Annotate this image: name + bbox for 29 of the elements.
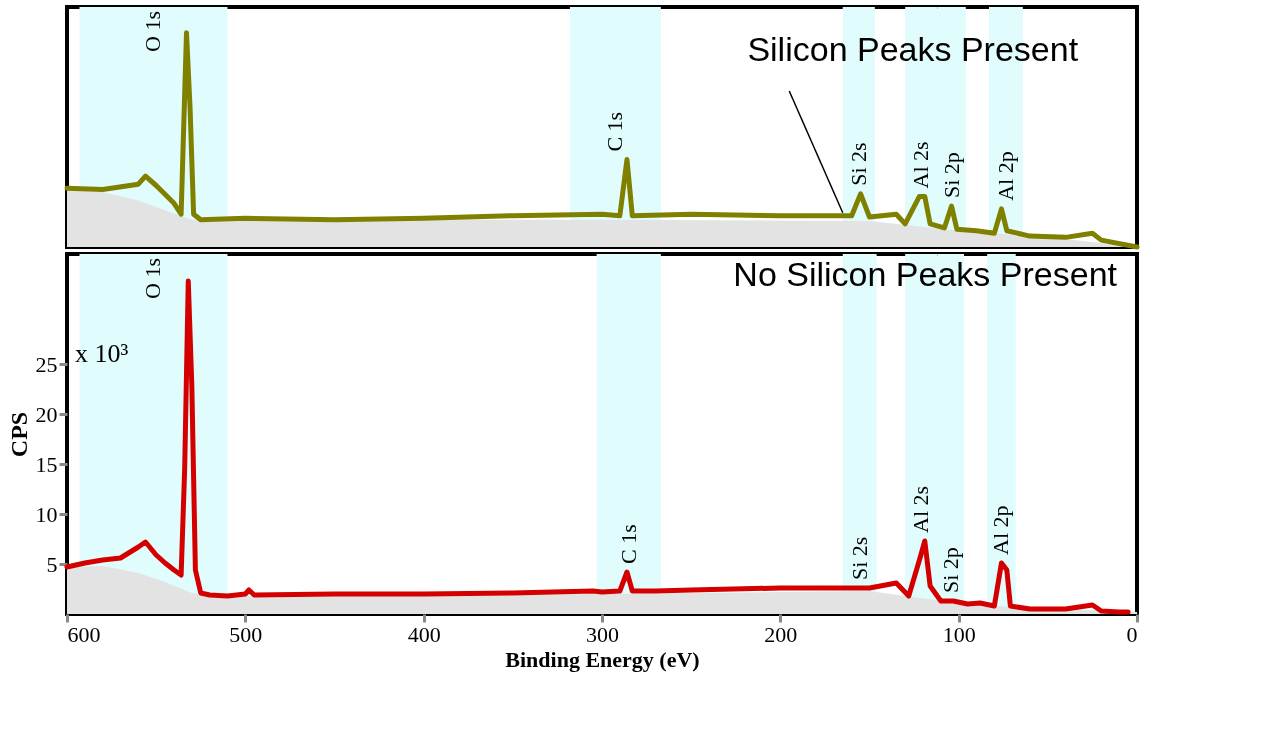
y-tick-label: 20 xyxy=(35,401,58,427)
y-tick-label: 25 xyxy=(35,351,58,377)
band-label: C 1s xyxy=(615,524,641,564)
band-label: Si 2p xyxy=(937,547,963,593)
band-label: O 1s xyxy=(140,258,166,299)
y-axis-title: CPS xyxy=(5,411,32,458)
band-label: Si 2s xyxy=(845,142,871,186)
x-tick-label: 200 xyxy=(764,621,798,647)
band-label: Al 2p xyxy=(988,505,1014,555)
band-label: Al 2s xyxy=(908,485,934,533)
x-tick-label: 0 xyxy=(1126,621,1138,647)
y-tick-label: 5 xyxy=(46,551,58,577)
x-tick-label: 600 xyxy=(67,621,101,647)
x-tick-label: 300 xyxy=(586,621,619,647)
x-axis-title: Binding Energy (eV) xyxy=(505,646,700,672)
band-label: Al 2s xyxy=(908,141,934,189)
band-label: Si 2s xyxy=(846,536,872,580)
y-tick-label: 10 xyxy=(35,501,58,527)
x-tick-label: 400 xyxy=(407,621,441,647)
annotation: Silicon Peaks Present xyxy=(747,30,1079,68)
annotation: x 10³ xyxy=(75,339,129,368)
y-tick-label: 15 xyxy=(35,451,58,477)
band-label: Al 2p xyxy=(992,151,1018,201)
band-label: O 1s xyxy=(140,11,166,52)
band-label: C 1s xyxy=(602,111,628,152)
annotation: No Silicon Peaks Present xyxy=(733,255,1118,293)
band-label: Si 2p xyxy=(938,152,964,199)
x-tick-label: 500 xyxy=(229,621,263,647)
x-tick-label: 100 xyxy=(942,621,976,647)
